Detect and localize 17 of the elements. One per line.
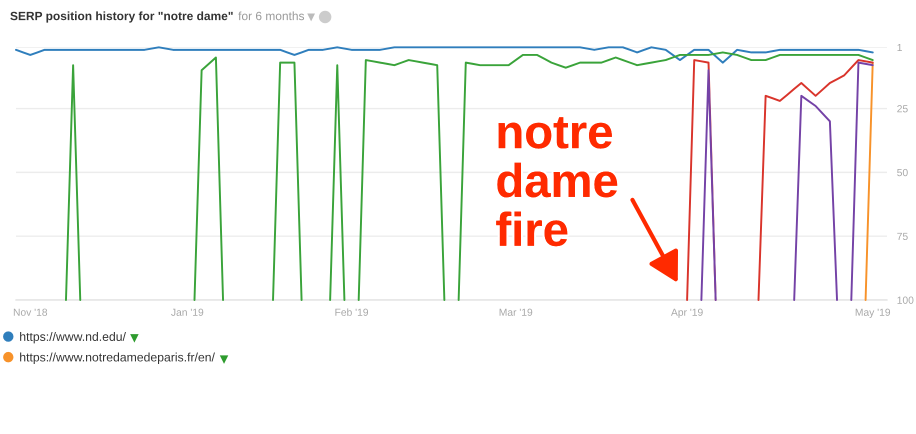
annotation: notre dame fire bbox=[496, 117, 618, 246]
line-series bbox=[15, 46, 874, 64]
x-tick-label: Jan '19 bbox=[171, 308, 204, 316]
x-tick-label: Nov '18 bbox=[14, 308, 48, 316]
y-tick-label: 75 bbox=[897, 232, 908, 240]
x-tick-label: Apr '19 bbox=[671, 308, 703, 318]
y-tick-label: 1 bbox=[898, 44, 902, 52]
x-tick-label: Feb '19 bbox=[335, 308, 368, 316]
x-tick-label: Mar '19 bbox=[500, 308, 532, 316]
chart-title: SERP position history for "notre dame" bbox=[10, 11, 233, 23]
y-tick-label: 50 bbox=[897, 168, 908, 176]
legend-label: https://www.nd.edu/ bbox=[20, 332, 126, 344]
y-tick-label: 25 bbox=[897, 105, 908, 112]
chart-subtitle: for 6 months bbox=[238, 11, 304, 20]
legend-label: https://www.notredamedeparis.fr/en/ bbox=[20, 352, 215, 364]
y-tick-label: 100 bbox=[898, 296, 914, 304]
x-tick-label: May '19 bbox=[856, 308, 890, 318]
